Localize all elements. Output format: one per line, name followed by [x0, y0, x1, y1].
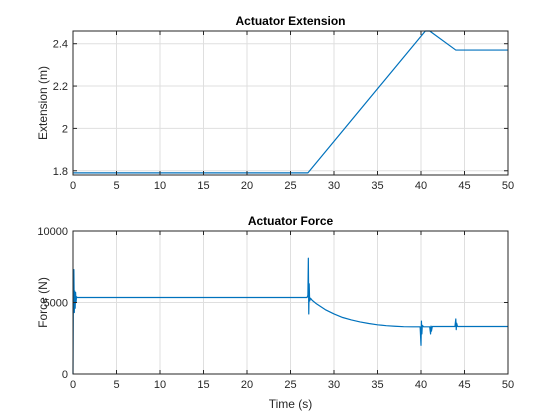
extension-plot: 0 5 10 15 20 25 30 35 40 45 50 1.8 2 2.2 2.4 Actuator E…	[36, 14, 514, 192]
force-y-axis-label: Force (N)	[36, 277, 50, 328]
extension-chart-title: Actuator Extension	[235, 14, 345, 28]
force-x-tick-label: 40	[415, 379, 427, 391]
force-x-tick-label: 10	[154, 379, 166, 391]
force-x-tick-label: 15	[197, 379, 209, 391]
extension-y-tick-label: 2.2	[53, 81, 68, 93]
extension-x-tick-label: 35	[371, 180, 383, 192]
extension-x-tick-label: 10	[154, 180, 166, 192]
force-x-tick-label: 20	[241, 379, 253, 391]
extension-x-tick-label: 50	[502, 180, 514, 192]
extension-x-tick-label: 20	[241, 180, 253, 192]
extension-x-tick-label: 25	[284, 180, 296, 192]
extension-x-tick-label: 30	[328, 180, 340, 192]
force-chart-title: Actuator Force	[248, 214, 334, 228]
force-x-tick-label: 25	[284, 379, 296, 391]
force-x-tick-label: 50	[502, 379, 514, 391]
extension-x-tick-label: 0	[70, 180, 76, 192]
force-x-tick-label: 45	[458, 379, 470, 391]
extension-y-tick-label: 1.8	[53, 166, 68, 178]
force-y-tick-label: 0	[62, 369, 68, 381]
force-x-axis-label: Time (s)	[269, 397, 313, 411]
extension-x-tick-label: 45	[458, 180, 470, 192]
force-x-tick-label: 30	[328, 379, 340, 391]
extension-y-tick-label: 2	[62, 123, 68, 135]
force-x-tick-label: 0	[70, 379, 76, 391]
extension-y-axis-label: Extension (m)	[36, 66, 50, 140]
force-x-tick-label: 35	[371, 379, 383, 391]
force-y-tick-label: 10000	[37, 226, 68, 238]
extension-y-tick-label: 2.4	[53, 39, 68, 51]
extension-x-tick-label: 5	[113, 180, 119, 192]
force-x-tick-label: 5	[113, 379, 119, 391]
extension-x-tick-label: 40	[415, 180, 427, 192]
extension-x-tick-label: 15	[197, 180, 209, 192]
